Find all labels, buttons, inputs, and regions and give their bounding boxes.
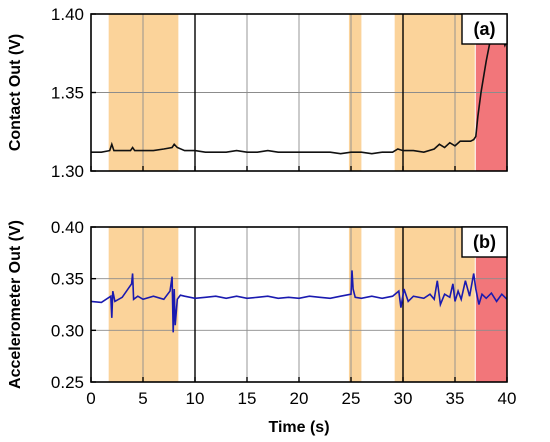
panel-b-shaded-regions (108, 227, 507, 382)
panel-b-y-ticks (91, 226, 96, 383)
panel-a-label-box (461, 13, 508, 45)
panel-b-label-box (461, 226, 508, 258)
x-tick-label: 30 (394, 389, 413, 408)
x-tick-label: 35 (446, 389, 465, 408)
x-tick-label: 20 (290, 389, 309, 408)
panel-b-label: (b) (473, 232, 496, 252)
x-tick-labels: 0 5 10 15 20 25 30 35 40 (86, 389, 516, 408)
panel-b-marker-lines (194, 227, 404, 382)
panel-b-y-axis-label: Accelerometer Out (V) (7, 220, 24, 389)
y-tick-label: 0.25 (51, 373, 84, 392)
accelerometer-out-line (90, 270, 508, 333)
panel-b-y-tick-labels: 0.25 0.30 0.35 0.40 (51, 218, 84, 392)
shaded-region-2 (348, 227, 362, 382)
x-tick-label: 5 (138, 389, 147, 408)
panel-b: 0.25 0.30 0.35 0.40 0 5 10 15 20 25 30 35 40 Accele… (7, 218, 516, 408)
x-tick-label: 40 (498, 389, 517, 408)
y-tick-label: 1.35 (51, 84, 84, 103)
x-axis-label: Time (s) (268, 419, 329, 436)
x-tick-label: 10 (186, 389, 205, 408)
x-tick-label: 0 (86, 389, 95, 408)
shaded-region-1 (108, 227, 179, 382)
y-tick-label: 0.35 (51, 270, 84, 289)
panel-b-x-ticks (90, 377, 508, 382)
x-tick-label: 25 (342, 389, 361, 408)
y-tick-label: 1.40 (51, 5, 84, 24)
contact-out-line (91, 25, 508, 155)
y-tick-label: 0.30 (51, 321, 84, 340)
x-tick-label: 15 (238, 389, 257, 408)
y-tick-label: 1.30 (51, 162, 84, 181)
panel-a-y-ticks (91, 13, 96, 172)
y-tick-label: 0.40 (51, 218, 84, 237)
panel-a-y-tick-labels: 1.30 1.35 1.40 (51, 5, 84, 181)
panel-a-marker-lines (194, 14, 404, 171)
panel-a-x-ticks (90, 166, 508, 171)
panel-a: 1.30 1.35 1.40 Contact Out (V) (a) (7, 5, 508, 181)
panel-a-y-axis-label: Contact Out (V) (7, 34, 24, 151)
panel-a-label: (a) (474, 19, 496, 39)
